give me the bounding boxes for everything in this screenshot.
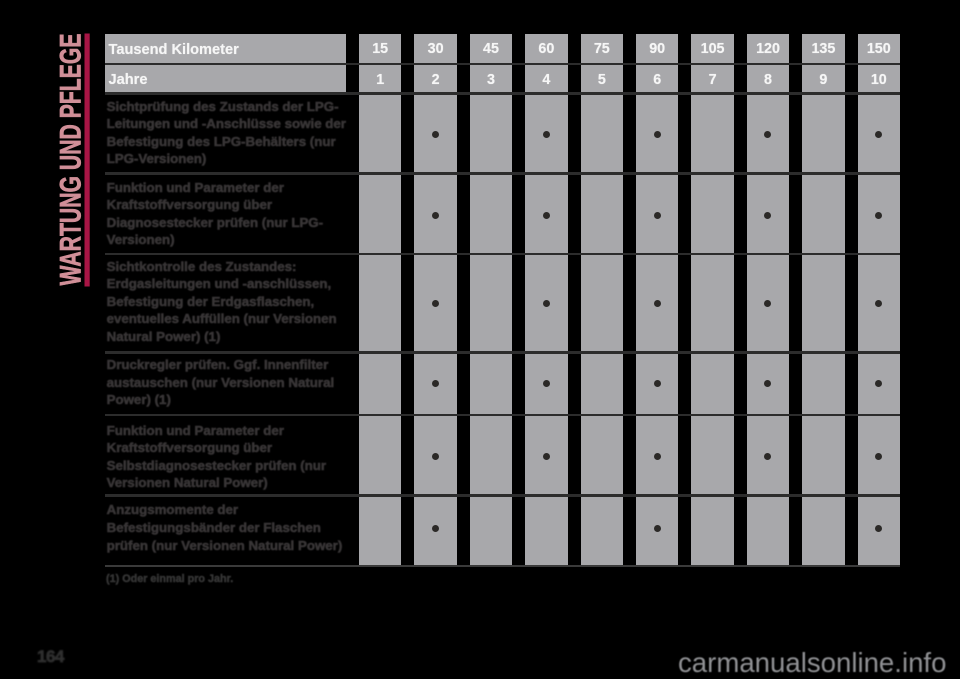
svg-text:WARTUNG UND PFLEGE: WARTUNG UND PFLEGE [54,33,87,285]
